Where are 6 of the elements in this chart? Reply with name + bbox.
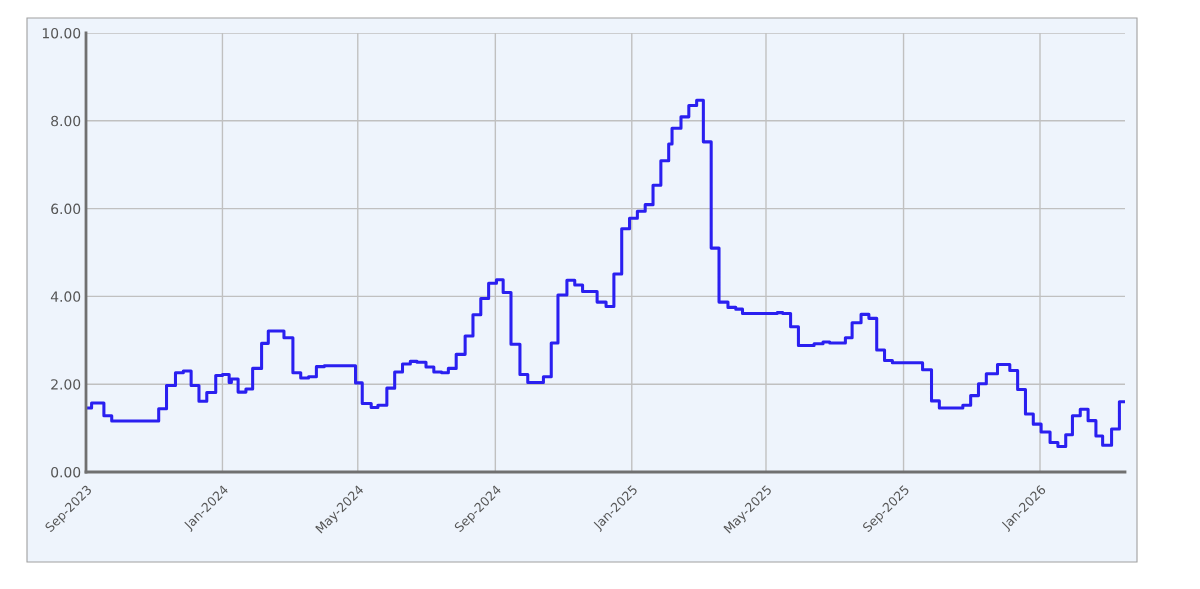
y-tick-label: 0.00 xyxy=(51,466,81,478)
y-tick-label: 6.00 xyxy=(51,203,81,215)
y-tick-label: 2.00 xyxy=(51,379,81,390)
y-tick-label: 4.00 xyxy=(50,291,81,302)
y-tick-label: 8.00 xyxy=(51,115,81,127)
y-tick-label: 10.00 xyxy=(42,27,81,39)
